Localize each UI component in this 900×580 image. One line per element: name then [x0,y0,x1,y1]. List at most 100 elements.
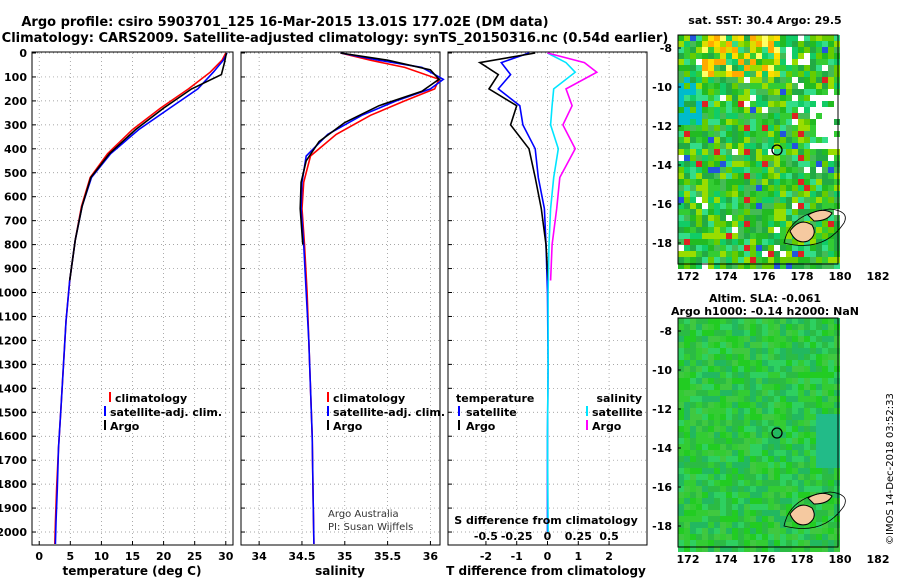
map-cell [756,245,762,251]
map-cell [720,167,726,173]
map-cell [720,366,726,372]
map-cell [834,540,840,546]
map-cell [780,402,786,408]
map-cell [696,263,702,269]
map-cell [750,408,756,414]
map-cell [768,540,774,546]
map-cell [744,53,750,59]
map-cell [702,432,708,438]
map-cell [732,444,738,450]
map-cell [786,426,792,432]
map-cell [804,89,810,95]
map-cell [702,354,708,360]
map-cell [768,348,774,354]
footer-timestamp: ©IMOS 14-Dec-2018 03:52:33 [885,393,896,545]
map-cell [744,137,750,143]
depth-tick-label: 1900 [0,502,27,515]
depth-tick-label: 600 [4,191,27,204]
map-cell [678,516,684,522]
map-cell [714,77,720,83]
map-cell [762,456,768,462]
map-cell [744,414,750,420]
map-cell [756,432,762,438]
map-cell [690,528,696,534]
map-cell [762,528,768,534]
map-cell [822,245,828,251]
map-cell [834,71,840,77]
map-cell [786,366,792,372]
map-cell [768,257,774,263]
map-cell [804,95,810,101]
map-cell [708,456,714,462]
map-cell [774,522,780,528]
map-cell [732,390,738,396]
map-cell [780,474,786,480]
map-cell [810,528,816,534]
map-cell [804,480,810,486]
map-cell [780,101,786,107]
map-cell [774,318,780,324]
map-cell [708,468,714,474]
map-cell [696,366,702,372]
map-cell [756,119,762,125]
map-cell [708,354,714,360]
map-cell [696,540,702,546]
map-cell [714,167,720,173]
map-cell [786,342,792,348]
map-cell [714,47,720,53]
map-cell [678,131,684,137]
map-cell [828,354,834,360]
top-x-tick-label: -0.25 [501,530,533,543]
map-cell [708,161,714,167]
map-cell [828,420,834,426]
map-cell [726,384,732,390]
map-cell [696,227,702,233]
map-cell [732,131,738,137]
map-cell [732,197,738,203]
map-cell [696,318,702,324]
map-cell [798,137,804,143]
map-cell [738,462,744,468]
map-cell [834,173,840,179]
map-cell [690,185,696,191]
map-cell [750,179,756,185]
map-cell [774,263,780,269]
map-cell [798,41,804,47]
map-cell [792,492,798,498]
map-cell [708,390,714,396]
map-cell [744,336,750,342]
map-cell [732,185,738,191]
map-cell [834,41,840,47]
map-cell [804,215,810,221]
map-cell [792,420,798,426]
map-cell [798,173,804,179]
map-cell [786,155,792,161]
map-cell [756,155,762,161]
map-cell [810,444,816,450]
series-line-argo [68,52,228,281]
map-cell [738,203,744,209]
map-cell [816,426,822,432]
legend-title-temperature: temperature [456,392,534,405]
map-cell [744,432,750,438]
map-cell [690,444,696,450]
map-cell [810,185,816,191]
map-cell [822,125,828,131]
map-cell [684,119,690,125]
map-cell [702,396,708,402]
map-cell [714,221,720,227]
map-cell [678,35,684,41]
map-cell [822,233,828,239]
map-cell [714,239,720,245]
map-cell [774,528,780,534]
map-cell [774,131,780,137]
map-cell [810,414,816,420]
map-cell [786,318,792,324]
map-cell [822,330,828,336]
map-cell [822,516,828,522]
map-cell [696,77,702,83]
map-cell [714,203,720,209]
map-cell [828,131,834,137]
map-cell [750,203,756,209]
map-cell [696,173,702,179]
